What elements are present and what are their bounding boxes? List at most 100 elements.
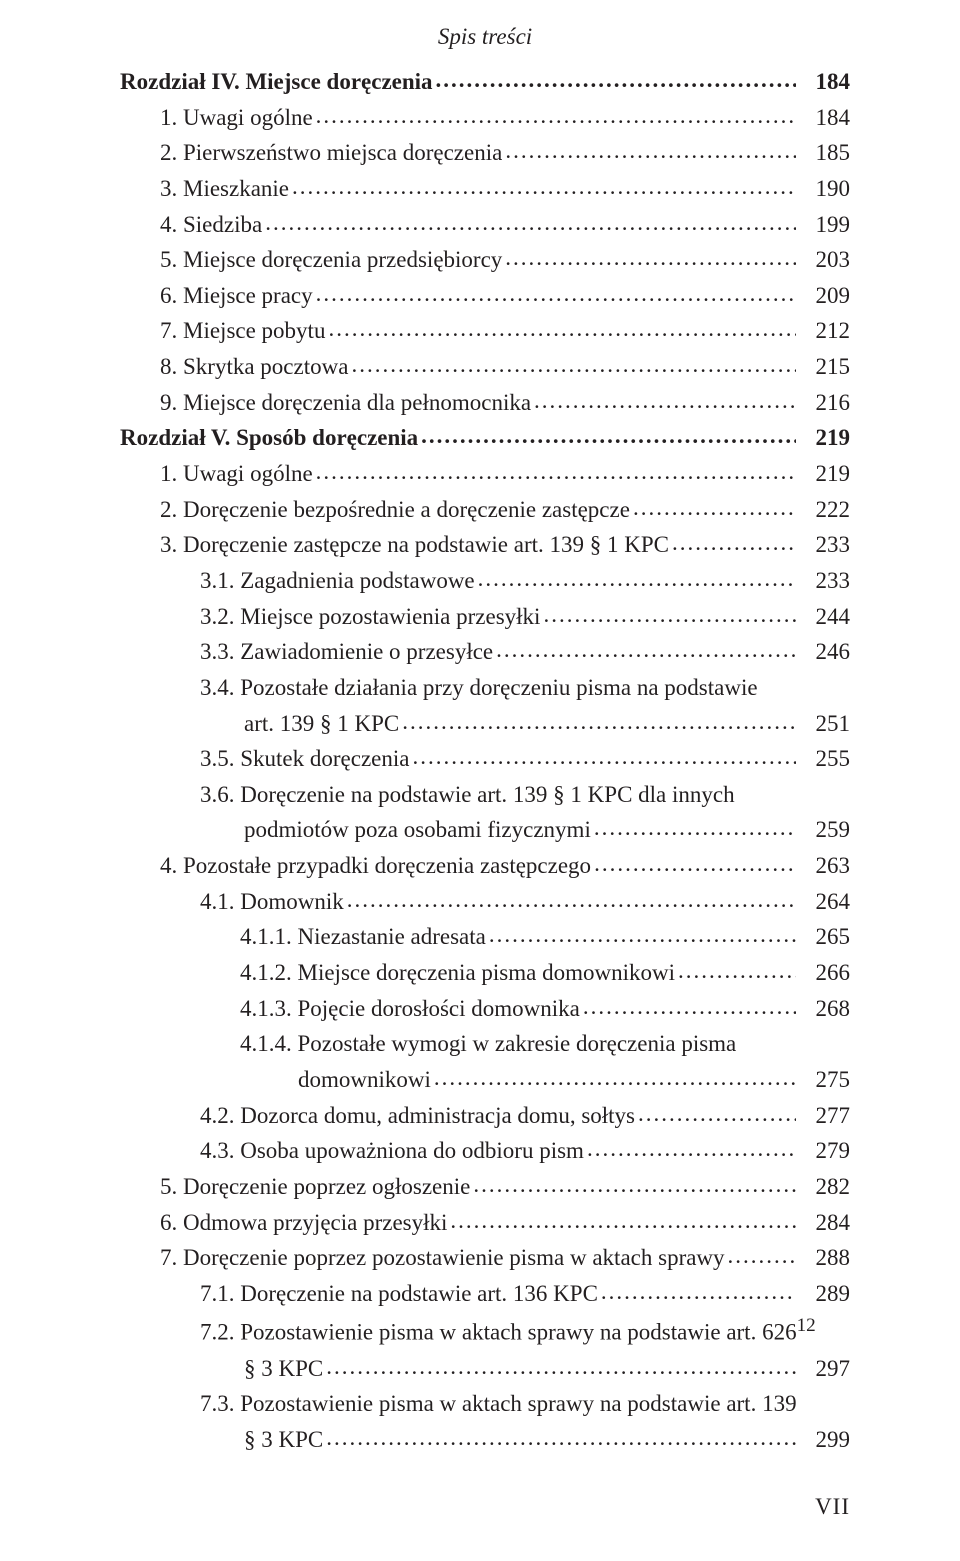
running-head: Spis treści xyxy=(120,24,850,50)
toc-entry-page: 299 xyxy=(796,1422,850,1458)
table-of-contents: Rozdział IV. Miejsce doręczenia.........… xyxy=(120,64,850,1458)
toc-entry-title: 4.1.3. Pojęcie dorosłości domownika xyxy=(240,991,580,1027)
toc-entry: 2. Pierwszeństwo miejsca doręczenia.....… xyxy=(120,135,850,171)
toc-entry-title: domownikowi xyxy=(298,1062,431,1098)
toc-entry: 4.3. Osoba upoważniona do odbioru pism..… xyxy=(120,1133,850,1169)
toc-entry-title: 4.2. Dozorca domu, administracja domu, s… xyxy=(200,1098,635,1134)
toc-entry-page: 185 xyxy=(796,135,850,171)
toc-entry-title: 7.3. Pozostawienie pisma w aktach sprawy… xyxy=(200,1386,797,1422)
toc-entry-page: 275 xyxy=(796,1062,850,1098)
toc-entry: 1. Uwagi ogólne.........................… xyxy=(120,456,850,492)
toc-entry-title: Rozdział V. Sposób doręczenia xyxy=(120,420,418,456)
toc-entry-title: Rozdział IV. Miejsce doręczenia xyxy=(120,64,433,100)
toc-leader-dots: ........................................… xyxy=(262,205,796,241)
toc-entry: 7. Miejsce pobytu.......................… xyxy=(120,313,850,349)
toc-leader-dots: ........................................… xyxy=(669,525,796,561)
toc-entry: 9. Miejsce doręczenia dla pełnomocnika..… xyxy=(120,385,850,421)
toc-entry: 4. Pozostałe przypadki doręczenia zastęp… xyxy=(120,848,850,884)
toc-entry-page: 233 xyxy=(796,563,850,599)
toc-entry: 3. Doręczenie zastępcze na podstawie art… xyxy=(120,527,850,563)
toc-entry-continuation: domownikowi.............................… xyxy=(120,1062,850,1098)
toc-entry-title: 3. Mieszkanie xyxy=(160,171,289,207)
toc-entry-page: 184 xyxy=(796,64,850,100)
toc-entry-page: 266 xyxy=(796,955,850,991)
toc-leader-dots: ........................................… xyxy=(502,133,796,169)
toc-leader-dots: ........................................… xyxy=(325,311,796,347)
toc-entry-page: 297 xyxy=(796,1351,850,1387)
toc-entry: 4.1. Domownik...........................… xyxy=(120,884,850,920)
page-folio: VII xyxy=(120,1494,850,1520)
toc-entry-page: 219 xyxy=(796,456,850,492)
toc-entry-title: 3.3. Zawiadomienie o przesyłce xyxy=(200,634,493,670)
toc-entry: 4.1.3. Pojęcie dorosłości domownika.....… xyxy=(120,991,850,1027)
toc-leader-dots: ........................................… xyxy=(418,418,796,454)
toc-entry-title: 5. Miejsce doręczenia przedsiębiorcy xyxy=(160,242,502,278)
toc-entry: 7. Doręczenie poprzez pozostawienie pism… xyxy=(120,1240,850,1276)
toc-leader-dots: ........................................… xyxy=(475,561,796,597)
toc-leader-dots: ........................................… xyxy=(635,1096,796,1132)
toc-entry: 4.1.1. Niezastanie adresata.............… xyxy=(120,919,850,955)
toc-entry: 4.2. Dozorca domu, administracja domu, s… xyxy=(120,1098,850,1134)
toc-entry-page: 199 xyxy=(796,207,850,243)
toc-entry-page: 284 xyxy=(796,1205,850,1241)
toc-leader-dots: ........................................… xyxy=(431,1060,796,1096)
toc-entry-title: 9. Miejsce doręczenia dla pełnomocnika xyxy=(160,385,531,421)
toc-leader-dots: ........................................… xyxy=(313,276,796,312)
toc-leader-dots: ........................................… xyxy=(598,1274,796,1310)
toc-entry-page: 263 xyxy=(796,848,850,884)
toc-entry: 3.5. Skutek doręczenia..................… xyxy=(120,741,850,777)
toc-entry: 5. Miejsce doręczenia przedsiębiorcy....… xyxy=(120,242,850,278)
toc-entry: 6. Odmowa przyjęcia przesyłki...........… xyxy=(120,1205,850,1241)
toc-entry-page: 246 xyxy=(796,634,850,670)
toc-entry-title: 4.1.2. Miejsce doręczenia pisma domownik… xyxy=(240,955,675,991)
toc-leader-dots: ........................................… xyxy=(580,989,796,1025)
toc-leader-dots: ........................................… xyxy=(323,1349,796,1385)
toc-leader-dots: ........................................… xyxy=(313,98,796,134)
toc-entry-page: 222 xyxy=(796,492,850,528)
toc-entry-title: 7.2. Pozostawienie pisma w aktach sprawy… xyxy=(200,1311,816,1350)
toc-leader-dots: ........................................… xyxy=(313,454,796,490)
toc-entry-page: 265 xyxy=(796,919,850,955)
toc-entry-continuation: podmiotów poza osobami fizycznymi.......… xyxy=(120,812,850,848)
toc-entry-page: 212 xyxy=(796,313,850,349)
toc-entry: 1. Uwagi ogólne.........................… xyxy=(120,100,850,136)
toc-entry: 3.3. Zawiadomienie o przesyłce..........… xyxy=(120,634,850,670)
toc-entry-title: 3.1. Zagadnienia podstawowe xyxy=(200,563,475,599)
toc-entry: 7.1. Doręczenie na podstawie art. 136 KP… xyxy=(120,1276,850,1312)
toc-entry-title: 7.1. Doręczenie na podstawie art. 136 KP… xyxy=(200,1276,598,1312)
toc-leader-dots: ........................................… xyxy=(348,347,796,383)
toc-entry-page: 184 xyxy=(796,100,850,136)
toc-entry-superscript: 12 xyxy=(797,1315,816,1336)
toc-entry: 4.1.2. Miejsce doręczenia pisma domownik… xyxy=(120,955,850,991)
toc-leader-dots: ........................................… xyxy=(725,1238,796,1274)
toc-entry-page: 244 xyxy=(796,599,850,635)
toc-entry: 5. Doręczenie poprzez ogłoszenie........… xyxy=(120,1169,850,1205)
toc-entry-page: 251 xyxy=(796,706,850,742)
toc-leader-dots: ........................................… xyxy=(630,490,796,526)
toc-leader-dots: ........................................… xyxy=(591,846,796,882)
toc-leader-dots: ........................................… xyxy=(540,597,796,633)
toc-entry-page: 288 xyxy=(796,1240,850,1276)
toc-entry-title: 6. Miejsce pracy xyxy=(160,278,313,314)
toc-entry-title: 4.1. Domownik xyxy=(200,884,344,920)
toc-entry-continuation: § 3 KPC.................................… xyxy=(120,1422,850,1458)
toc-entry: 3.6. Doręczenie na podstawie art. 139 § … xyxy=(120,777,850,813)
toc-entry-title: 4.3. Osoba upoważniona do odbioru pism xyxy=(200,1133,584,1169)
toc-entry-page: 209 xyxy=(796,278,850,314)
toc-entry-page: 190 xyxy=(796,171,850,207)
toc-entry: 7.3. Pozostawienie pisma w aktach sprawy… xyxy=(120,1386,850,1422)
toc-entry-continuation: art. 139 § 1 KPC........................… xyxy=(120,706,850,742)
toc-entry: 3.2. Miejsce pozostawienia przesyłki....… xyxy=(120,599,850,635)
toc-leader-dots: ........................................… xyxy=(531,383,796,419)
toc-entry-title: 3.6. Doręczenie na podstawie art. 139 § … xyxy=(200,777,735,813)
toc-entry-title: 5. Doręczenie poprzez ogłoszenie xyxy=(160,1169,470,1205)
toc-entry-title: 1. Uwagi ogólne xyxy=(160,456,313,492)
toc-entry-title: 2. Pierwszeństwo miejsca doręczenia xyxy=(160,135,502,171)
toc-entry-page: 203 xyxy=(796,242,850,278)
toc-leader-dots: ........................................… xyxy=(591,810,796,846)
toc-entry-title: 2. Doręczenie bezpośrednie a doręczenie … xyxy=(160,492,630,528)
toc-entry-page: 268 xyxy=(796,991,850,1027)
toc-entry-page: 279 xyxy=(796,1133,850,1169)
toc-entry-page: 289 xyxy=(796,1276,850,1312)
toc-entry-page: 264 xyxy=(796,884,850,920)
